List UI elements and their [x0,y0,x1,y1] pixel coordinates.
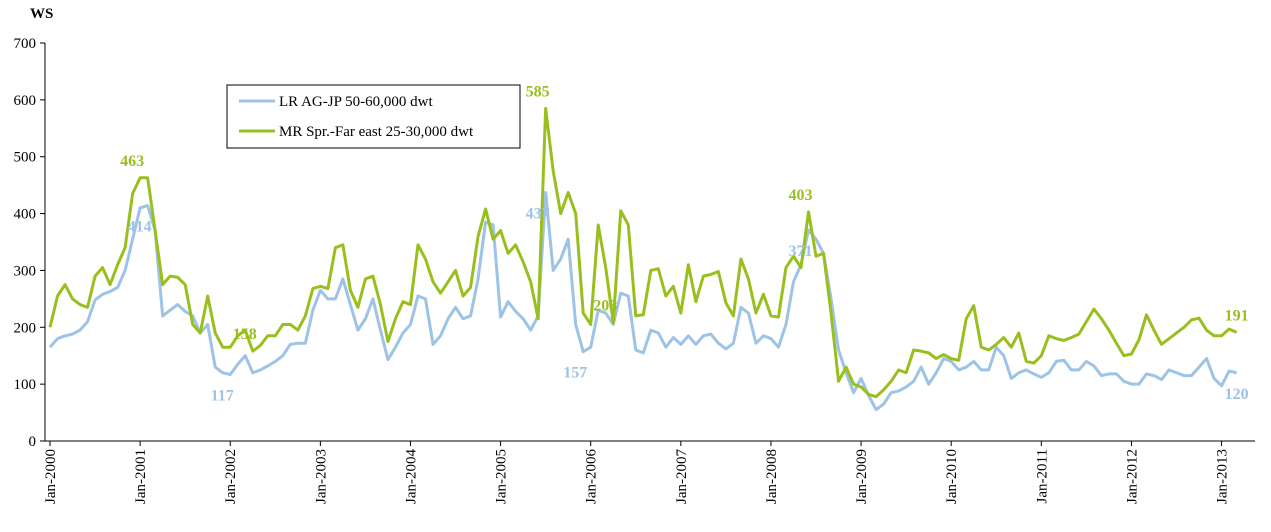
x-tick-label: Jan-2005 [494,449,510,504]
y-axis-label: WS [30,6,53,22]
y-tick-label: 0 [29,434,37,450]
y-tick-label: 100 [14,377,37,393]
x-tick-label: Jan-2007 [674,449,690,504]
y-tick-label: 300 [14,263,37,279]
data-label: 403 [789,187,813,204]
series-line [48,191,1237,412]
data-label: 585 [526,83,550,100]
legend: LR AG-JP 50-60,000 dwt MR Spr.-Far east 2… [226,84,521,149]
series-line [48,106,1238,399]
data-label: 191 [1225,307,1249,324]
x-tick-label: Jan-2000 [43,449,59,504]
x-tick-label: Jan-2002 [223,449,239,504]
x-tick-label: Jan-2012 [1124,449,1140,504]
data-label: 371 [789,243,813,260]
x-tick-label: Jan-2011 [1034,449,1050,503]
data-label: 120 [1225,386,1249,403]
data-label: 208 [593,298,617,315]
data-label: 463 [120,153,144,170]
y-tick-label: 600 [14,93,37,109]
x-tick-label: Jan-2010 [944,449,960,504]
legend-label: LR AG-JP 50-60,000 dwt [279,94,433,110]
x-tick-label: Jan-2013 [1215,449,1231,504]
data-label: 158 [233,326,257,343]
legend-label: MR Spr.-Far east 25-30,000 dwt [279,124,474,140]
x-tick-label: Jan-2006 [584,449,600,504]
y-tick-label: 500 [14,150,37,166]
legend-box [226,84,521,149]
y-tick-label: 200 [14,320,37,336]
x-tick-label: Jan-2003 [313,449,329,504]
y-tick-label: 400 [14,207,37,223]
data-label: 437 [526,206,550,223]
x-tick-label: Jan-2001 [133,449,149,504]
x-tick-label: Jan-2009 [854,449,870,504]
y-tick-label: 700 [14,36,37,52]
x-tick-label: Jan-2004 [403,449,419,504]
data-label: 157 [563,365,587,382]
data-label: 117 [211,387,234,404]
x-tick-label: Jan-2008 [764,449,780,504]
data-label: 414 [128,219,152,236]
